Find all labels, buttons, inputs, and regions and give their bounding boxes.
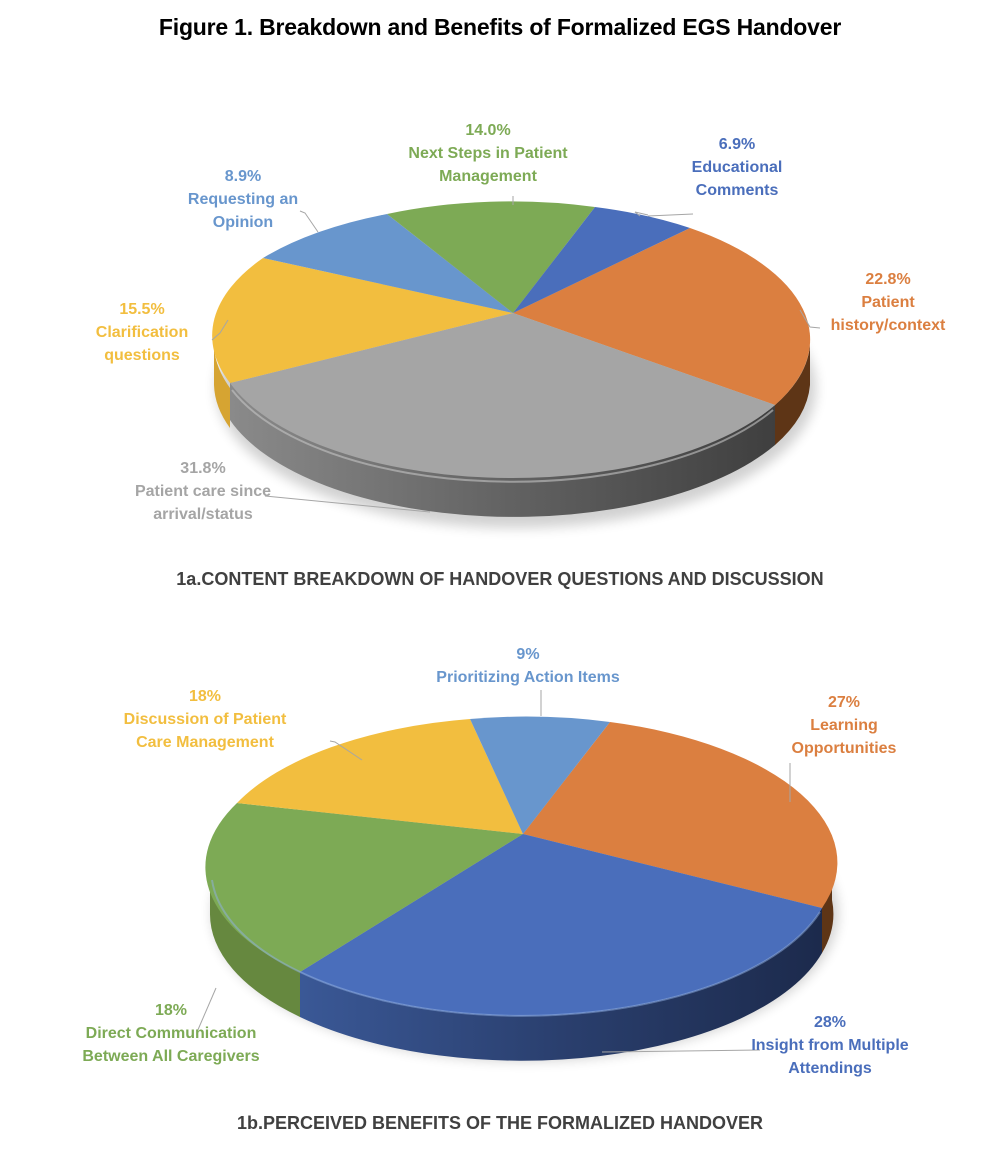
label-clarification-line2: questions <box>104 347 180 364</box>
label-history-pct: 22.8% <box>865 271 911 288</box>
slice-side-clarification <box>214 345 230 428</box>
slice-learning <box>523 722 838 908</box>
pie-chart-1a <box>211 196 821 528</box>
pie-chart-1b <box>196 690 838 1061</box>
subtitle-1b-text: PERCEIVED BENEFITS OF THE FORMALIZED HAN… <box>262 1113 764 1133</box>
slice-nextsteps <box>387 201 595 313</box>
label-educational: 6.9% Educational Comments <box>692 133 783 202</box>
label-care-pct: 31.8% <box>180 460 226 477</box>
label-opinion: 8.9% Requesting an Opinion <box>188 165 298 234</box>
label-care: 31.8% Patient care since arrival/status <box>135 457 271 526</box>
label-opinion-line2: Opinion <box>212 214 274 231</box>
leader-lines-1b <box>196 690 791 1053</box>
label-nextsteps-pct: 14.0% <box>465 122 511 139</box>
figure-title: Figure 1. Breakdown and Benefits of Form… <box>158 14 842 40</box>
label-prioritizing-pct: 9% <box>516 646 540 663</box>
label-insight-line2: Attendings <box>788 1060 872 1077</box>
subtitle-1a-text: CONTENT BREAKDOWN OF HANDOVER QUESTIONS … <box>201 569 824 589</box>
label-insight: 28% Insight from Multiple Attendings <box>751 1011 908 1080</box>
slice-side-care <box>230 380 775 517</box>
label-learning-line1: Learning <box>810 717 878 734</box>
label-discussion-pct: 18% <box>188 688 222 705</box>
label-direct-line1: Direct Communication <box>85 1025 257 1042</box>
label-clarification-pct: 15.5% <box>119 301 165 318</box>
label-direct-pct: 18% <box>154 1002 188 1019</box>
label-prioritizing-line1: Prioritizing Action Items <box>436 669 620 686</box>
subtitle-1a-number: 1a. <box>176 569 202 589</box>
label-nextsteps-line2: Management <box>439 168 537 185</box>
slice-side-insight <box>300 908 822 1061</box>
label-care-line1: Patient care since <box>134 483 272 500</box>
slice-side-direct <box>209 868 300 1017</box>
slice-clarification <box>212 258 513 383</box>
label-history-line1: Patient <box>861 294 915 311</box>
leader-lines-1a <box>211 196 821 513</box>
label-learning-pct: 27% <box>827 694 861 711</box>
slice-opinion <box>263 214 513 313</box>
label-history-line2: history/context <box>830 317 946 334</box>
slice-care <box>230 313 775 479</box>
label-educational-pct: 6.9% <box>718 136 756 153</box>
label-insight-line1: Insight from Multiple <box>751 1037 909 1054</box>
label-learning-line2: Opportunities <box>791 740 897 757</box>
slice-insight <box>300 834 822 1016</box>
label-prioritizing: 9% Prioritizing Action Items <box>436 643 619 689</box>
slice-educational <box>513 207 690 313</box>
label-insight-pct: 28% <box>813 1014 847 1031</box>
label-history: 22.8% Patient history/context <box>831 268 946 337</box>
slice-history <box>513 228 811 405</box>
subtitle-1b-number: 1b. <box>236 1113 263 1133</box>
slice-direct <box>205 803 523 972</box>
subtitle-1b: 1b.PERCEIVED BENEFITS OF THE FORMALIZED … <box>0 1113 1000 1134</box>
label-direct-line2: Between All Caregivers <box>82 1048 260 1065</box>
slice-side-history <box>775 345 810 445</box>
label-discussion-line2: Care Management <box>136 734 274 751</box>
slice-discussion <box>237 719 523 834</box>
label-clarification: 15.5% Clarification questions <box>96 298 188 367</box>
label-care-line2: arrival/status <box>153 506 253 523</box>
label-nextsteps-line1: Next Steps in Patient <box>408 145 568 162</box>
label-educational-line2: Comments <box>695 182 779 199</box>
label-opinion-line1: Requesting an <box>187 191 299 208</box>
label-clarification-line1: Clarification <box>95 324 189 341</box>
slice-prioritizing <box>470 716 610 834</box>
slice-side-learning <box>822 863 834 953</box>
label-nextsteps: 14.0% Next Steps in Patient Management <box>408 119 567 188</box>
label-opinion-pct: 8.9% <box>224 168 262 185</box>
label-discussion: 18% Discussion of Patient Care Managemen… <box>124 685 287 754</box>
subtitle-1a: 1a.CONTENT BREAKDOWN OF HANDOVER QUESTIO… <box>0 569 1000 590</box>
label-discussion-line1: Discussion of Patient <box>123 711 287 728</box>
label-educational-line1: Educational <box>691 159 783 176</box>
label-direct: 18% Direct Communication Between All Car… <box>82 999 259 1068</box>
label-learning: 27% Learning Opportunities <box>792 691 897 760</box>
